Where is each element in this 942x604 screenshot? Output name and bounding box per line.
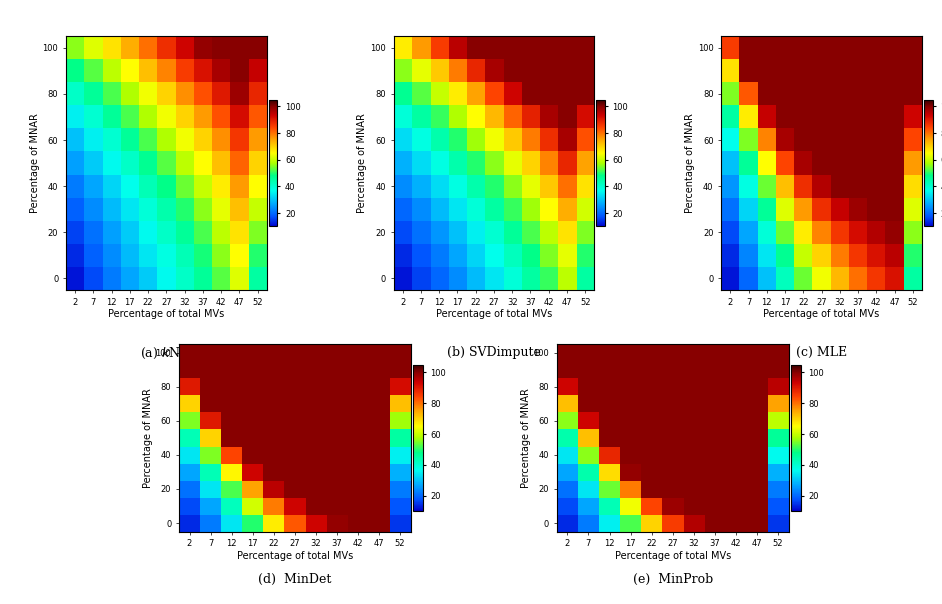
X-axis label: Percentage of total MVs: Percentage of total MVs — [236, 551, 353, 561]
X-axis label: Percentage of total MVs: Percentage of total MVs — [763, 309, 880, 320]
Y-axis label: Percentage of MNAR: Percentage of MNAR — [685, 113, 695, 213]
Y-axis label: Percentage of MNAR: Percentage of MNAR — [30, 113, 40, 213]
Text: (a) $k$NN: (a) $k$NN — [140, 345, 192, 361]
Text: (d)  MinDet: (d) MinDet — [258, 573, 332, 586]
X-axis label: Percentage of total MVs: Percentage of total MVs — [108, 309, 224, 320]
Text: (c) MLE: (c) MLE — [796, 345, 847, 359]
X-axis label: Percentage of total MVs: Percentage of total MVs — [436, 309, 552, 320]
X-axis label: Percentage of total MVs: Percentage of total MVs — [614, 551, 731, 561]
Text: (e)  MinProb: (e) MinProb — [633, 573, 713, 586]
Y-axis label: Percentage of MNAR: Percentage of MNAR — [357, 113, 367, 213]
Text: (b) SVDimpute: (b) SVDimpute — [447, 345, 541, 359]
Y-axis label: Percentage of MNAR: Percentage of MNAR — [521, 388, 530, 488]
Y-axis label: Percentage of MNAR: Percentage of MNAR — [143, 388, 153, 488]
